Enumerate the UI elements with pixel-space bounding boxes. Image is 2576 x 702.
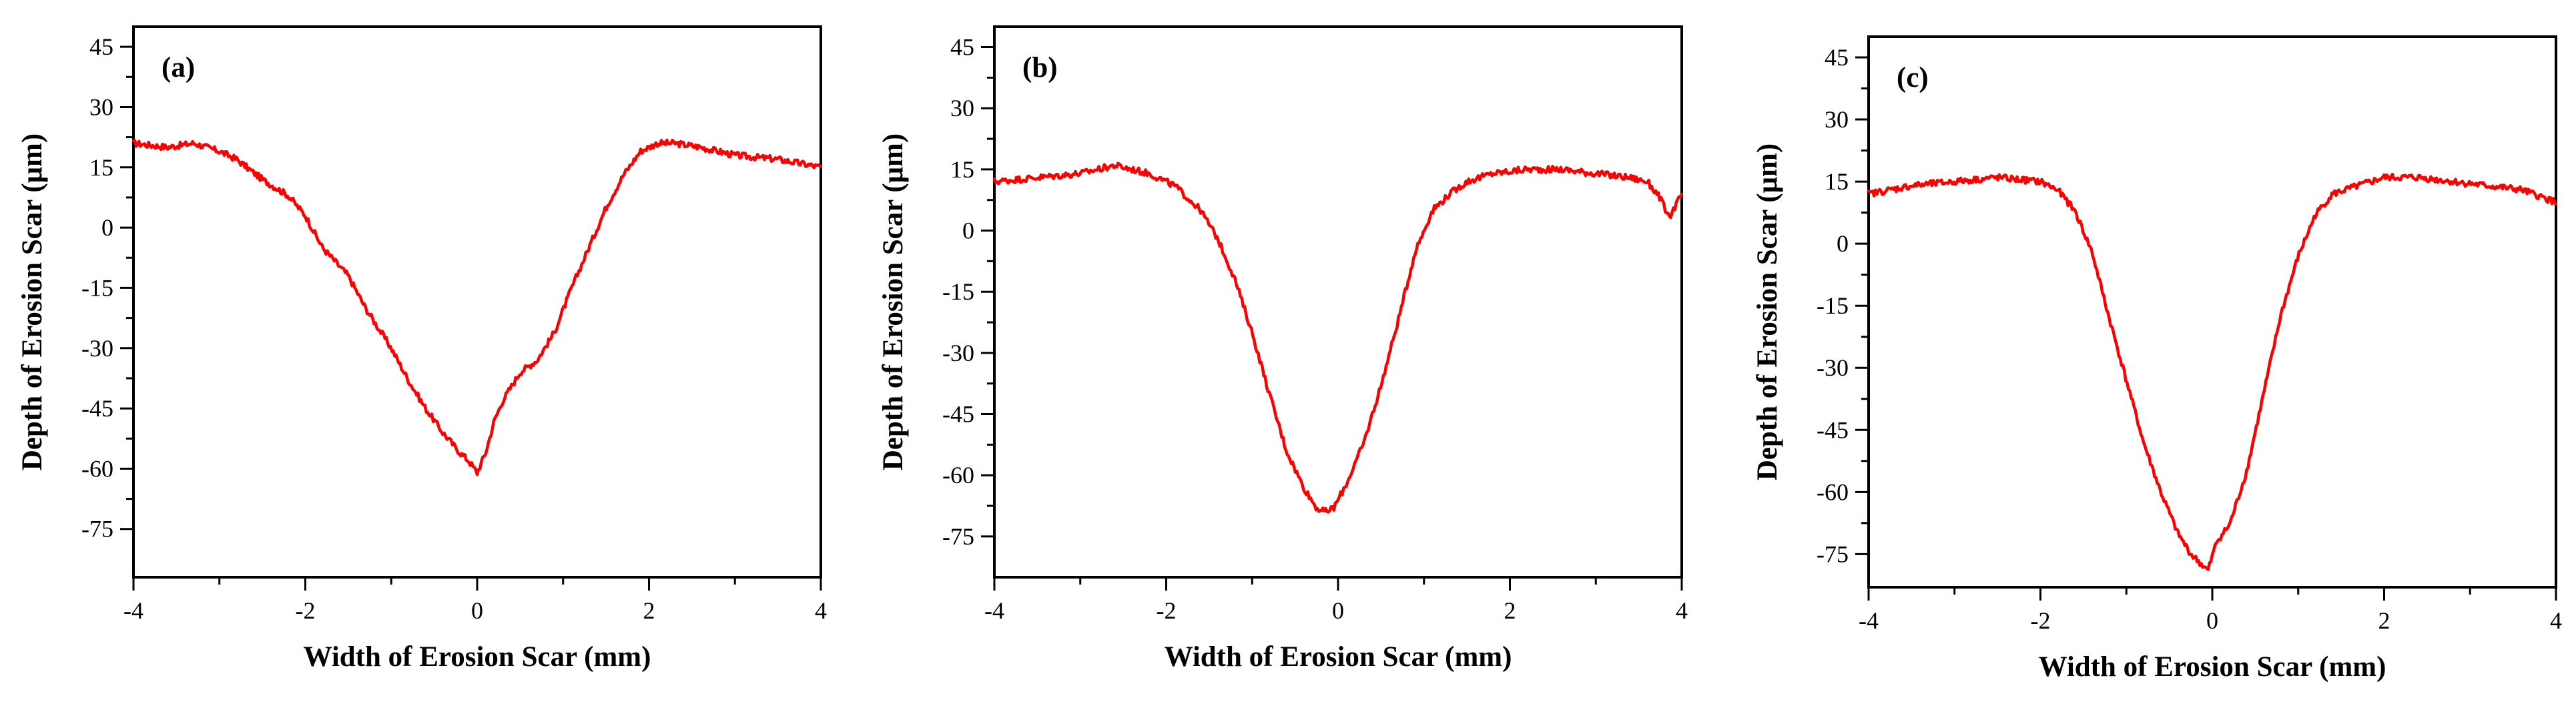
plot-frame <box>1867 35 2557 589</box>
x-tick-label: 0 <box>2206 607 2218 634</box>
panel-label: (b) <box>1022 52 1058 83</box>
x-tick-label: 2 <box>643 597 655 624</box>
panel-c: -4 -2 0 2 4 45 30 15 0 -15 -30 -45 -60 -75 Width of Er… <box>1752 35 2562 683</box>
plot-frame <box>132 25 822 579</box>
y-axis-title: Depth of Erosion Scar (μm) <box>878 133 909 470</box>
y-tick-label: -15 <box>81 274 113 301</box>
y-tick-label: -30 <box>942 340 974 366</box>
y-tick-label: -45 <box>81 395 113 422</box>
x-axis-title: Width of Erosion Scar (mm) <box>1165 641 1512 673</box>
y-tick-label: 45 <box>89 33 113 60</box>
x-tick-label: -2 <box>296 597 316 624</box>
plot-frame <box>993 25 1683 579</box>
x-tick-label: 4 <box>1676 597 1688 624</box>
y-tick-label: -45 <box>1817 416 1849 443</box>
y-tick-label: -75 <box>942 523 974 550</box>
y-tick-label: -15 <box>942 278 974 305</box>
x-tick-label: -2 <box>2031 607 2051 634</box>
y-tick-label: -75 <box>1817 541 1849 567</box>
y-tick-label: 45 <box>950 34 974 61</box>
y-tick-label: -30 <box>81 335 113 362</box>
x-tick-label: -4 <box>1859 607 1879 634</box>
y-tick-label: 15 <box>950 156 974 183</box>
y-tick-label: -60 <box>942 462 974 488</box>
y-tick-label: -45 <box>942 401 974 428</box>
erosion-profile-line <box>1867 172 2558 571</box>
y-axis-title: Depth of Erosion Scar (μm) <box>1752 143 1783 480</box>
y-tick-label: -30 <box>1817 354 1849 381</box>
y-tick-label: 15 <box>89 154 113 181</box>
panel-b: -4 -2 0 2 4 45 30 15 0 -15 -30 -45 -60 -75 Width of Er… <box>878 25 1688 673</box>
panel-a: -4 -2 0 2 4 45 30 15 0 -15 -30 -45 -60 -75 Width of Er… <box>17 25 827 673</box>
x-tick-label: -2 <box>1157 597 1177 624</box>
erosion-profile-line <box>131 138 823 476</box>
panel-label: (a) <box>162 52 195 83</box>
y-axis-title: Depth of Erosion Scar (μm) <box>17 133 48 470</box>
y-tick-label: -60 <box>1817 478 1849 505</box>
x-tick-label: 4 <box>815 597 827 624</box>
y-tick-label: -15 <box>1817 292 1849 319</box>
y-tick-label: 15 <box>1825 168 1849 195</box>
x-axis-title: Width of Erosion Scar (mm) <box>2039 651 2386 683</box>
y-tick-label: -60 <box>81 455 113 482</box>
x-tick-label: -4 <box>984 597 1004 624</box>
y-tick-label: 30 <box>1825 106 1849 133</box>
x-tick-label: -4 <box>123 597 143 624</box>
y-tick-label: 30 <box>89 93 113 120</box>
erosion-profile-line <box>992 161 1684 514</box>
y-tick-label: 45 <box>1825 44 1849 71</box>
x-axis-title: Width of Erosion Scar (mm) <box>304 641 651 673</box>
x-tick-label: 2 <box>2378 607 2390 634</box>
x-tick-label: 4 <box>2550 607 2562 634</box>
y-tick-label: 30 <box>950 95 974 121</box>
y-tick-label: 0 <box>962 218 974 244</box>
y-tick-label: 0 <box>1837 230 1849 257</box>
y-tick-label: 0 <box>101 214 113 241</box>
y-tick-label: -75 <box>81 516 113 543</box>
x-tick-label: 2 <box>1504 597 1516 624</box>
x-tick-label: 0 <box>1332 597 1344 624</box>
panel-label: (c) <box>1897 62 1929 93</box>
x-tick-label: 0 <box>471 597 483 624</box>
